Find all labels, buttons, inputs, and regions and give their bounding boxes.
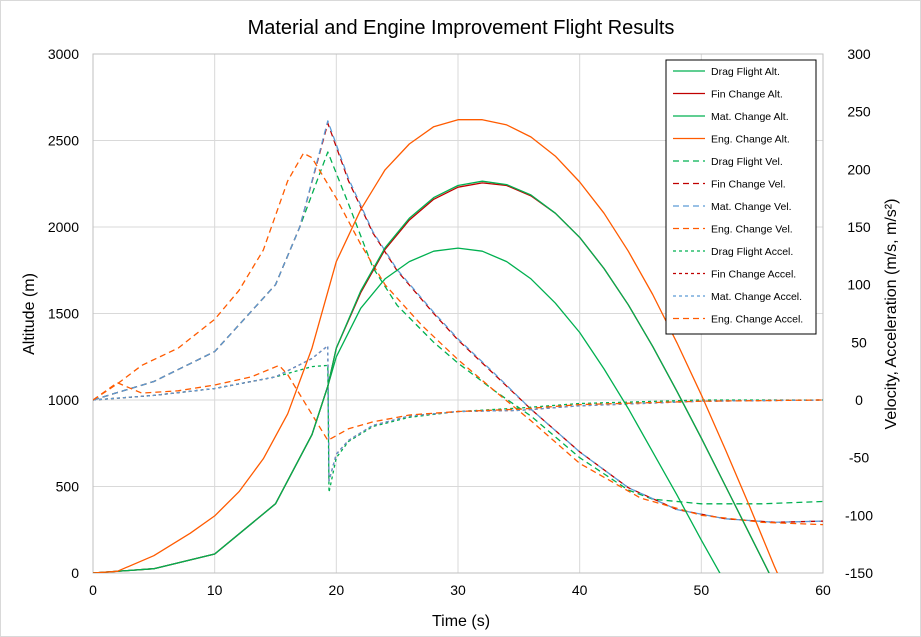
legend-entry: Mat. Change Alt.	[711, 111, 789, 123]
series-lines	[93, 119, 823, 573]
x-tick-label: 10	[207, 582, 223, 598]
y2-axis-title: Velocity, Acceleration (m/s, m/s²)	[883, 199, 900, 430]
y2-tick-label: 100	[847, 277, 871, 293]
y-tick-label: 0	[71, 565, 79, 581]
series-line	[93, 119, 779, 573]
series-line	[93, 152, 823, 526]
series-line	[93, 364, 823, 442]
y-tick-label: 2500	[48, 133, 79, 149]
chart-title: Material and Engine Improvement Flight R…	[248, 17, 675, 39]
legend-entry: Drag Flight Alt.	[711, 66, 780, 78]
y-tick-label: 500	[56, 479, 80, 495]
y2-tick-label: 50	[851, 334, 867, 350]
y-tick-label: 2000	[48, 219, 79, 235]
x-tick-label: 60	[815, 582, 831, 598]
y-tick-label: 1500	[48, 306, 79, 322]
legend-entry: Mat. Change Vel.	[711, 201, 792, 213]
legend-entry: Eng. Change Accel.	[711, 314, 803, 326]
x-tick-label: 0	[89, 582, 97, 598]
y-tick-label: 3000	[48, 46, 79, 62]
y2-tick-label: 300	[847, 46, 871, 62]
series-line	[93, 364, 823, 493]
x-tick-label: 20	[329, 582, 345, 598]
series-line	[93, 180, 770, 573]
tick-labels: 0 10 20 30 40 50 60050010001500200025003000-15…	[48, 46, 873, 598]
series-line	[93, 345, 823, 482]
y-axis-title: Altitude (m)	[21, 273, 38, 355]
legend-entry: Drag Flight Vel.	[711, 156, 783, 168]
legend-entry: Eng. Change Vel.	[711, 224, 793, 236]
legend-entry: Fin Change Alt.	[711, 89, 783, 101]
y2-tick-label: -100	[845, 507, 873, 523]
x-tick-label: 40	[572, 582, 588, 598]
y-tick-label: 1000	[48, 392, 79, 408]
legend-entry: Fin Change Vel.	[711, 179, 786, 191]
legend-entry: Mat. Change Accel.	[711, 291, 802, 303]
legend: Drag Flight Alt. Fin Change Alt. Mat. Chan…	[665, 59, 817, 335]
x-tick-label: 30	[450, 582, 466, 598]
y2-tick-label: 200	[847, 161, 871, 177]
legend-entry: Drag Flight Accel.	[711, 246, 793, 258]
y2-tick-label: 250	[847, 104, 871, 120]
plot-area-border	[92, 53, 824, 574]
x-axis-title: Time (s)	[432, 613, 490, 630]
legend-entry: Fin Change Accel.	[711, 269, 796, 281]
legend-box	[665, 59, 817, 335]
x-tick-label: 50	[694, 582, 710, 598]
series-line	[93, 120, 823, 523]
y2-tick-label: 150	[847, 219, 871, 235]
y2-tick-label: 0	[855, 392, 863, 408]
y2-tick-label: -150	[845, 565, 873, 581]
legend-entry: Eng. Change Alt.	[711, 134, 790, 146]
y2-tick-label: -50	[849, 450, 869, 466]
